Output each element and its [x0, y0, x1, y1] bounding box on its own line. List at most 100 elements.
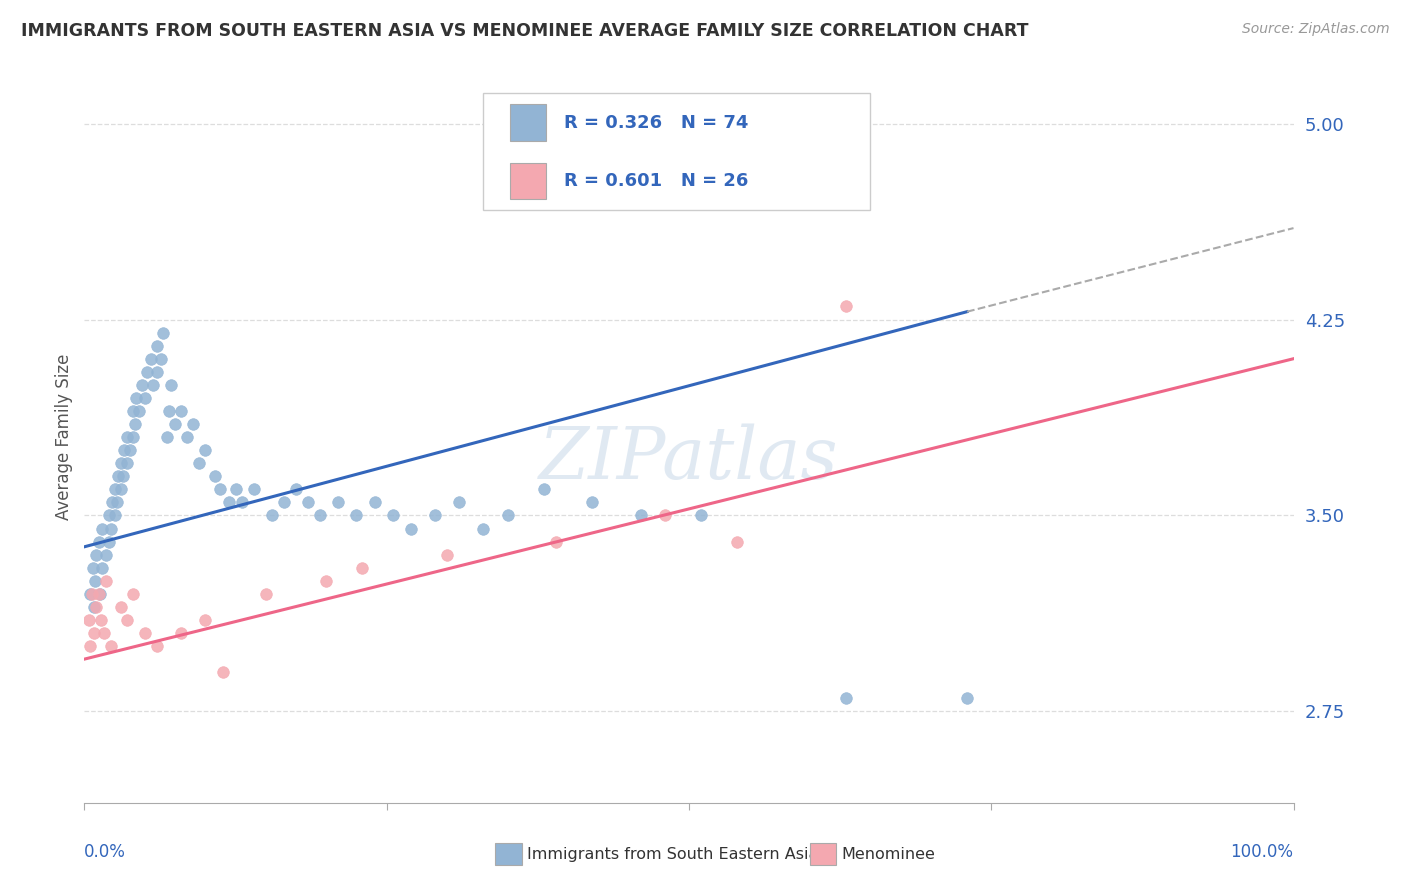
Point: [363, 495, 385, 509]
Point: [131, 377, 153, 392]
Point: [100, 639, 122, 653]
Point: [112, 443, 135, 458]
Point: [835, 300, 858, 314]
Point: [89, 587, 111, 601]
Point: [104, 508, 127, 523]
Point: [83, 626, 105, 640]
Point: [83, 599, 105, 614]
Point: [835, 691, 858, 706]
Text: IMMIGRANTS FROM SOUTH EASTERN ASIA VS MENOMINEE AVERAGE FAMILY SIZE CORRELATION : IMMIGRANTS FROM SOUTH EASTERN ASIA VS ME…: [21, 22, 1029, 40]
Point: [208, 483, 231, 497]
Text: R = 0.601   N = 26: R = 0.601 N = 26: [564, 172, 749, 190]
Text: Source: ZipAtlas.com: Source: ZipAtlas.com: [1241, 22, 1389, 37]
Bar: [510, 104, 547, 141]
Point: [449, 495, 471, 509]
Point: [107, 469, 129, 483]
Point: [110, 483, 132, 497]
Point: [423, 508, 446, 523]
Point: [254, 587, 277, 601]
Text: ZIPatlas: ZIPatlas: [538, 424, 839, 494]
Point: [110, 456, 132, 470]
Point: [544, 534, 567, 549]
Point: [204, 469, 226, 483]
Point: [79, 587, 101, 601]
Text: Immigrants from South Eastern Asia: Immigrants from South Eastern Asia: [527, 847, 818, 863]
Bar: [510, 163, 547, 200]
Point: [231, 495, 253, 509]
Point: [218, 495, 240, 509]
Point: [654, 508, 676, 523]
Point: [97, 534, 120, 549]
Point: [136, 365, 159, 379]
Point: [120, 443, 142, 458]
Point: [121, 430, 143, 444]
Point: [581, 495, 603, 509]
Point: [84, 574, 107, 588]
Point: [125, 391, 148, 405]
Point: [533, 483, 555, 497]
Text: Menominee: Menominee: [841, 847, 935, 863]
Point: [94, 548, 117, 562]
Point: [142, 377, 165, 392]
Point: [181, 417, 204, 431]
Point: [399, 521, 422, 535]
Point: [496, 508, 519, 523]
Point: [80, 587, 103, 601]
Point: [124, 417, 146, 431]
Text: 0.0%: 0.0%: [84, 843, 127, 861]
Point: [315, 574, 337, 588]
Point: [101, 495, 124, 509]
Point: [346, 508, 368, 523]
Point: [87, 587, 110, 601]
Point: [352, 560, 374, 574]
Point: [212, 665, 235, 680]
Point: [260, 508, 283, 523]
Point: [77, 613, 100, 627]
Point: [146, 639, 169, 653]
Point: [91, 560, 114, 574]
Point: [630, 508, 652, 523]
Point: [273, 495, 295, 509]
Point: [194, 443, 217, 458]
Point: [139, 351, 162, 366]
Point: [90, 613, 112, 627]
Text: R = 0.326   N = 74: R = 0.326 N = 74: [564, 113, 749, 131]
Point: [104, 483, 127, 497]
Point: [284, 483, 308, 497]
Point: [94, 574, 117, 588]
Point: [297, 495, 319, 509]
Point: [97, 508, 120, 523]
Point: [79, 639, 101, 653]
Text: 100.0%: 100.0%: [1230, 843, 1294, 861]
Point: [176, 430, 198, 444]
Point: [87, 534, 110, 549]
Point: [86, 599, 108, 614]
Point: [309, 508, 332, 523]
Point: [93, 626, 115, 640]
Point: [152, 326, 174, 340]
Point: [115, 456, 138, 470]
Point: [165, 417, 187, 431]
Point: [690, 508, 713, 523]
Point: [115, 613, 138, 627]
Bar: [810, 843, 837, 865]
Bar: [495, 843, 522, 865]
Point: [242, 483, 264, 497]
Point: [328, 495, 350, 509]
Point: [86, 548, 108, 562]
Y-axis label: Average Family Size: Average Family Size: [55, 354, 73, 520]
Point: [170, 626, 193, 640]
Point: [100, 521, 122, 535]
Point: [725, 534, 748, 549]
Point: [128, 404, 150, 418]
Point: [115, 430, 138, 444]
FancyBboxPatch shape: [484, 94, 870, 211]
Point: [112, 469, 135, 483]
Point: [149, 351, 172, 366]
Point: [134, 626, 156, 640]
Point: [121, 587, 143, 601]
Point: [225, 483, 247, 497]
Point: [188, 456, 211, 470]
Point: [146, 365, 169, 379]
Point: [160, 377, 183, 392]
